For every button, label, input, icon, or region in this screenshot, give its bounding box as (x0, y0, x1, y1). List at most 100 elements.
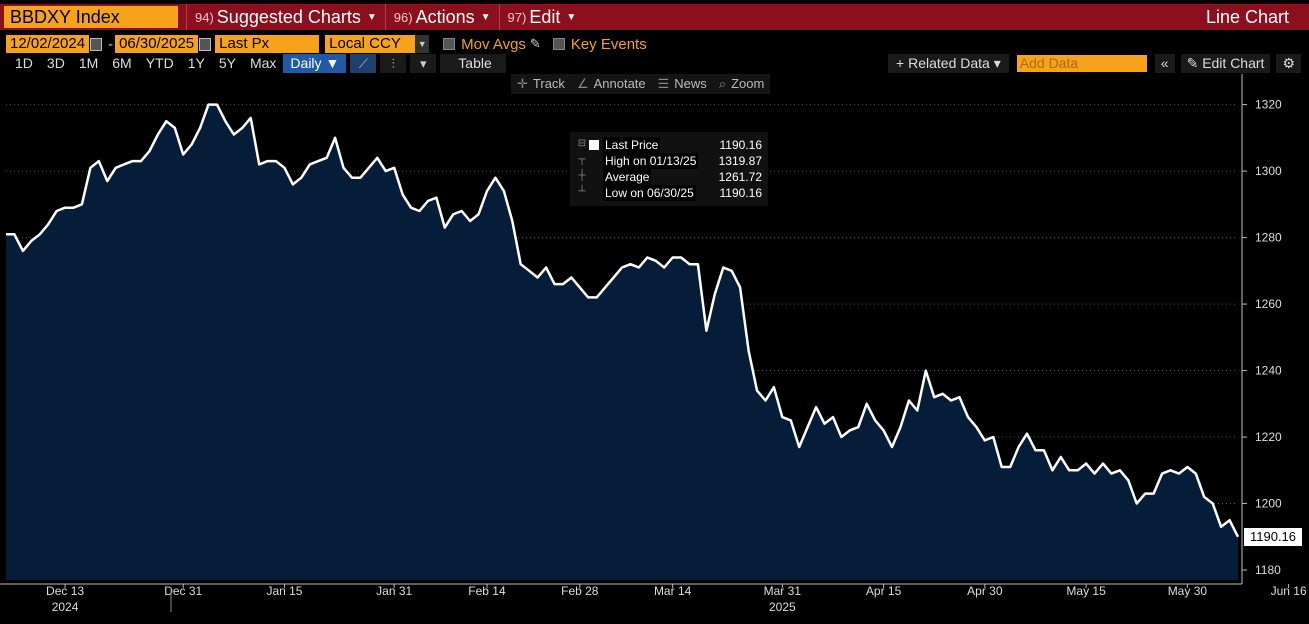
period-max[interactable]: Max (249, 55, 277, 71)
start-date-input[interactable]: 12/02/2024 (6, 35, 90, 53)
add-data-input[interactable]: Add Data (1016, 55, 1147, 72)
y-tick-label: 1320 (1255, 98, 1282, 112)
menu-number: 96) (393, 9, 413, 25)
plus-icon: + (896, 55, 909, 71)
legend-label: Last Price (603, 137, 661, 153)
series-line (6, 103, 1240, 538)
end-date-input[interactable]: 06/30/2025 (115, 35, 199, 53)
frequency-label: Daily (290, 55, 322, 71)
menu-label: Actions (415, 6, 475, 27)
period-1m[interactable]: 1M (78, 55, 99, 71)
ticker-field[interactable]: BBDXY Index (4, 6, 178, 28)
period-1y[interactable]: 1Y (187, 55, 205, 71)
pencil-icon[interactable]: ✎ (529, 36, 541, 51)
x-tick-label: May 15 (1066, 584, 1106, 598)
news-tool[interactable]: ☰ News (652, 74, 713, 94)
zoom-tool[interactable]: ⌕ Zoom (713, 74, 771, 94)
menu-actions[interactable]: 96) Actions ▼ (384, 4, 499, 30)
crosshair-icon: ✛ (517, 76, 528, 91)
pencil-icon: ✎ (1186, 55, 1203, 71)
y-tick-label: 1200 (1255, 497, 1282, 511)
legend-label: High on 01/13/25 (603, 153, 699, 169)
y-tick-label: 1300 (1255, 164, 1282, 178)
period-ytd[interactable]: YTD (145, 55, 174, 71)
edit-chart-button[interactable]: ✎ Edit Chart (1180, 54, 1271, 73)
legend-row-high: ┬ High on 01/13/25 1319.87 (570, 153, 768, 169)
field-select[interactable]: Last Px (215, 35, 320, 53)
date-separator: - (108, 35, 114, 53)
last-value-label: 1190.16 (1244, 528, 1302, 546)
dropdown-arrow-icon[interactable]: ▼ (415, 35, 430, 53)
x-tick-year-label: 2025 (769, 600, 796, 614)
menu-number: 97) (507, 9, 527, 25)
line-chart-icon[interactable]: ⟋ (350, 54, 377, 73)
x-tick-label: Dec 13 (46, 584, 84, 598)
annotate-label: Annotate (593, 76, 646, 91)
period-6m[interactable]: 6M (112, 55, 132, 71)
high-marker-icon: ┬ (578, 154, 586, 165)
y-tick-label: 1180 (1255, 563, 1281, 577)
x-tick-label: Mar 31 (764, 584, 802, 598)
news-label: News (674, 76, 707, 91)
annotate-tool[interactable]: ∠ Annotate (571, 74, 652, 94)
gear-icon[interactable]: ⚙ (1276, 54, 1301, 73)
y-tick-label: 1220 (1255, 430, 1282, 444)
x-tick-label: Feb 14 (468, 584, 506, 598)
x-tick-label: May 30 (1168, 584, 1208, 598)
table-button[interactable]: Table (440, 54, 506, 73)
y-tick-label: 1260 (1255, 297, 1282, 311)
x-tick-label: Jan 15 (266, 584, 302, 598)
low-marker-icon: ┴ (578, 186, 586, 197)
frequency-select[interactable]: Daily ▼ (283, 54, 347, 73)
legend-label: Average (603, 169, 652, 185)
legend-value: 1190.16 (719, 186, 763, 200)
magnifier-icon: ⌕ (718, 76, 727, 91)
menu-edit[interactable]: 97) Edit ▼ (498, 4, 585, 30)
collapse-icon[interactable]: « (1154, 54, 1175, 73)
y-tick-label: 1280 (1255, 231, 1282, 245)
legend-row-average: ┼ Average 1261.72 (570, 169, 768, 185)
pencil-icon: ∠ (576, 76, 589, 91)
caret-down-icon: ▼ (566, 11, 577, 23)
menu-suggested-charts[interactable]: 94) Suggested Charts ▼ (186, 4, 385, 30)
x-tick-label: Apr 30 (967, 584, 1003, 598)
x-tick-label: Apr 15 (866, 584, 902, 598)
track-tool[interactable]: ✛ Track (511, 74, 571, 94)
currency-select[interactable]: Local CCY (325, 35, 416, 53)
period-5y[interactable]: 5Y (218, 55, 236, 71)
period-bar: 1D 3D 1M 6M YTD 1Y 5Y Max Daily ▼ ⟋ ⫶ ▾ … (0, 54, 1309, 73)
x-tick-label: Mar 14 (654, 584, 692, 598)
key-events-label: Key Events (570, 35, 647, 53)
more-dropdown-icon[interactable]: ▾ (410, 54, 437, 73)
collapse-icon[interactable]: ⊟ (577, 138, 587, 149)
caret-down-icon: ▾ (989, 55, 1001, 71)
key-events-checkbox[interactable] (552, 38, 565, 50)
menu-label: Suggested Charts (216, 6, 361, 27)
x-tick-label: Feb 28 (561, 584, 599, 598)
calendar-icon[interactable] (90, 37, 103, 51)
x-tick-year-label: 2024 (52, 600, 79, 614)
menu-label: Edit (529, 6, 561, 27)
chart-toolbar: ✛ Track ∠ Annotate ☰ News ⌕ Zoom (511, 74, 771, 94)
zoom-label: Zoom (731, 76, 765, 91)
period-3d[interactable]: 3D (46, 55, 65, 71)
date-controls: 12/02/2024 - 06/30/2025 Last Px Local CC… (0, 34, 1309, 54)
x-tick-label: Jun 16 (1271, 584, 1307, 598)
mov-avgs-checkbox[interactable] (443, 38, 456, 50)
calendar-icon[interactable] (199, 37, 212, 51)
legend-row-low: ┴ Low on 06/30/25 1190.16 (570, 185, 768, 201)
y-tick-label: 1240 (1255, 364, 1282, 378)
related-data-button[interactable]: + Related Data ▾ (888, 54, 1009, 73)
bar-chart-icon[interactable]: ⫶ (380, 54, 407, 73)
menu-number: 94) (195, 9, 214, 25)
legend-label: Low on 06/30/25 (603, 185, 696, 201)
track-label: Track (532, 76, 565, 91)
title-bar: BBDXY Index 94) Suggested Charts ▼ 96) A… (0, 4, 1309, 30)
period-1d[interactable]: 1D (15, 55, 33, 71)
caret-down-icon: ▼ (325, 55, 340, 71)
legend-value: 1261.72 (718, 170, 762, 184)
chart-legend: ⊟ Last Price 1190.16 ┬ High on 01/13/25 … (570, 132, 768, 206)
x-tick-label: Jan 31 (376, 584, 412, 598)
mov-avgs-label: Mov Avgs (461, 35, 526, 53)
